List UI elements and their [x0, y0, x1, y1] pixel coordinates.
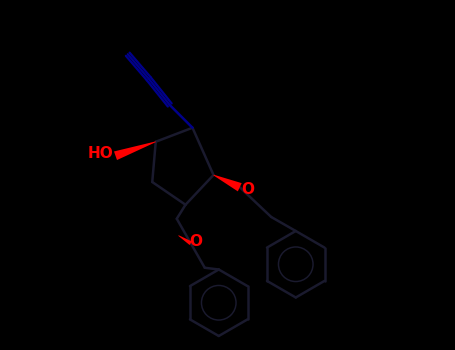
Polygon shape	[178, 235, 192, 245]
Text: O: O	[241, 182, 254, 196]
Polygon shape	[213, 175, 242, 191]
Text: HO: HO	[88, 147, 114, 161]
Text: O: O	[189, 234, 202, 249]
Polygon shape	[114, 141, 156, 160]
